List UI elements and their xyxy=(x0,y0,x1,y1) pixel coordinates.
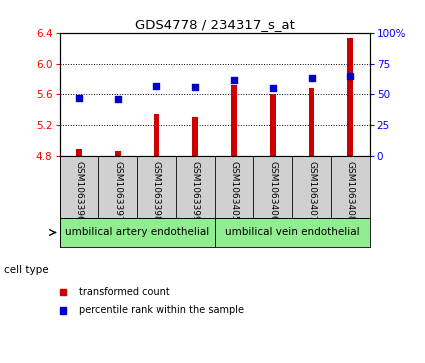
Bar xyxy=(348,38,353,156)
Point xyxy=(231,77,238,82)
Text: percentile rank within the sample: percentile rank within the sample xyxy=(79,305,244,315)
Text: umbilical artery endothelial: umbilical artery endothelial xyxy=(65,228,209,237)
Bar xyxy=(60,218,215,247)
Text: umbilical vein endothelial: umbilical vein endothelial xyxy=(225,228,360,237)
Bar xyxy=(309,87,314,156)
Bar xyxy=(76,148,82,156)
Point xyxy=(114,97,121,102)
Text: GSM1063405: GSM1063405 xyxy=(230,161,238,221)
Text: transformed count: transformed count xyxy=(79,287,170,297)
Point xyxy=(308,76,315,81)
Text: GSM1063398: GSM1063398 xyxy=(152,161,161,221)
Bar xyxy=(193,117,198,156)
Point xyxy=(269,85,276,91)
Bar xyxy=(215,218,370,247)
Point xyxy=(347,73,354,79)
Text: GSM1063399: GSM1063399 xyxy=(191,161,200,221)
Bar xyxy=(270,94,276,156)
Bar xyxy=(231,85,237,156)
Text: cell type: cell type xyxy=(4,265,49,276)
Bar xyxy=(153,114,159,156)
Text: GSM1063397: GSM1063397 xyxy=(113,161,122,221)
Bar xyxy=(115,151,121,156)
Text: GSM1063408: GSM1063408 xyxy=(346,161,355,221)
Text: GSM1063406: GSM1063406 xyxy=(268,161,277,221)
Text: GSM1063407: GSM1063407 xyxy=(307,161,316,221)
Title: GDS4778 / 234317_s_at: GDS4778 / 234317_s_at xyxy=(135,19,295,32)
Text: GSM1063396: GSM1063396 xyxy=(74,161,83,221)
Point xyxy=(153,83,160,89)
Point xyxy=(76,95,82,101)
Point xyxy=(192,84,198,90)
